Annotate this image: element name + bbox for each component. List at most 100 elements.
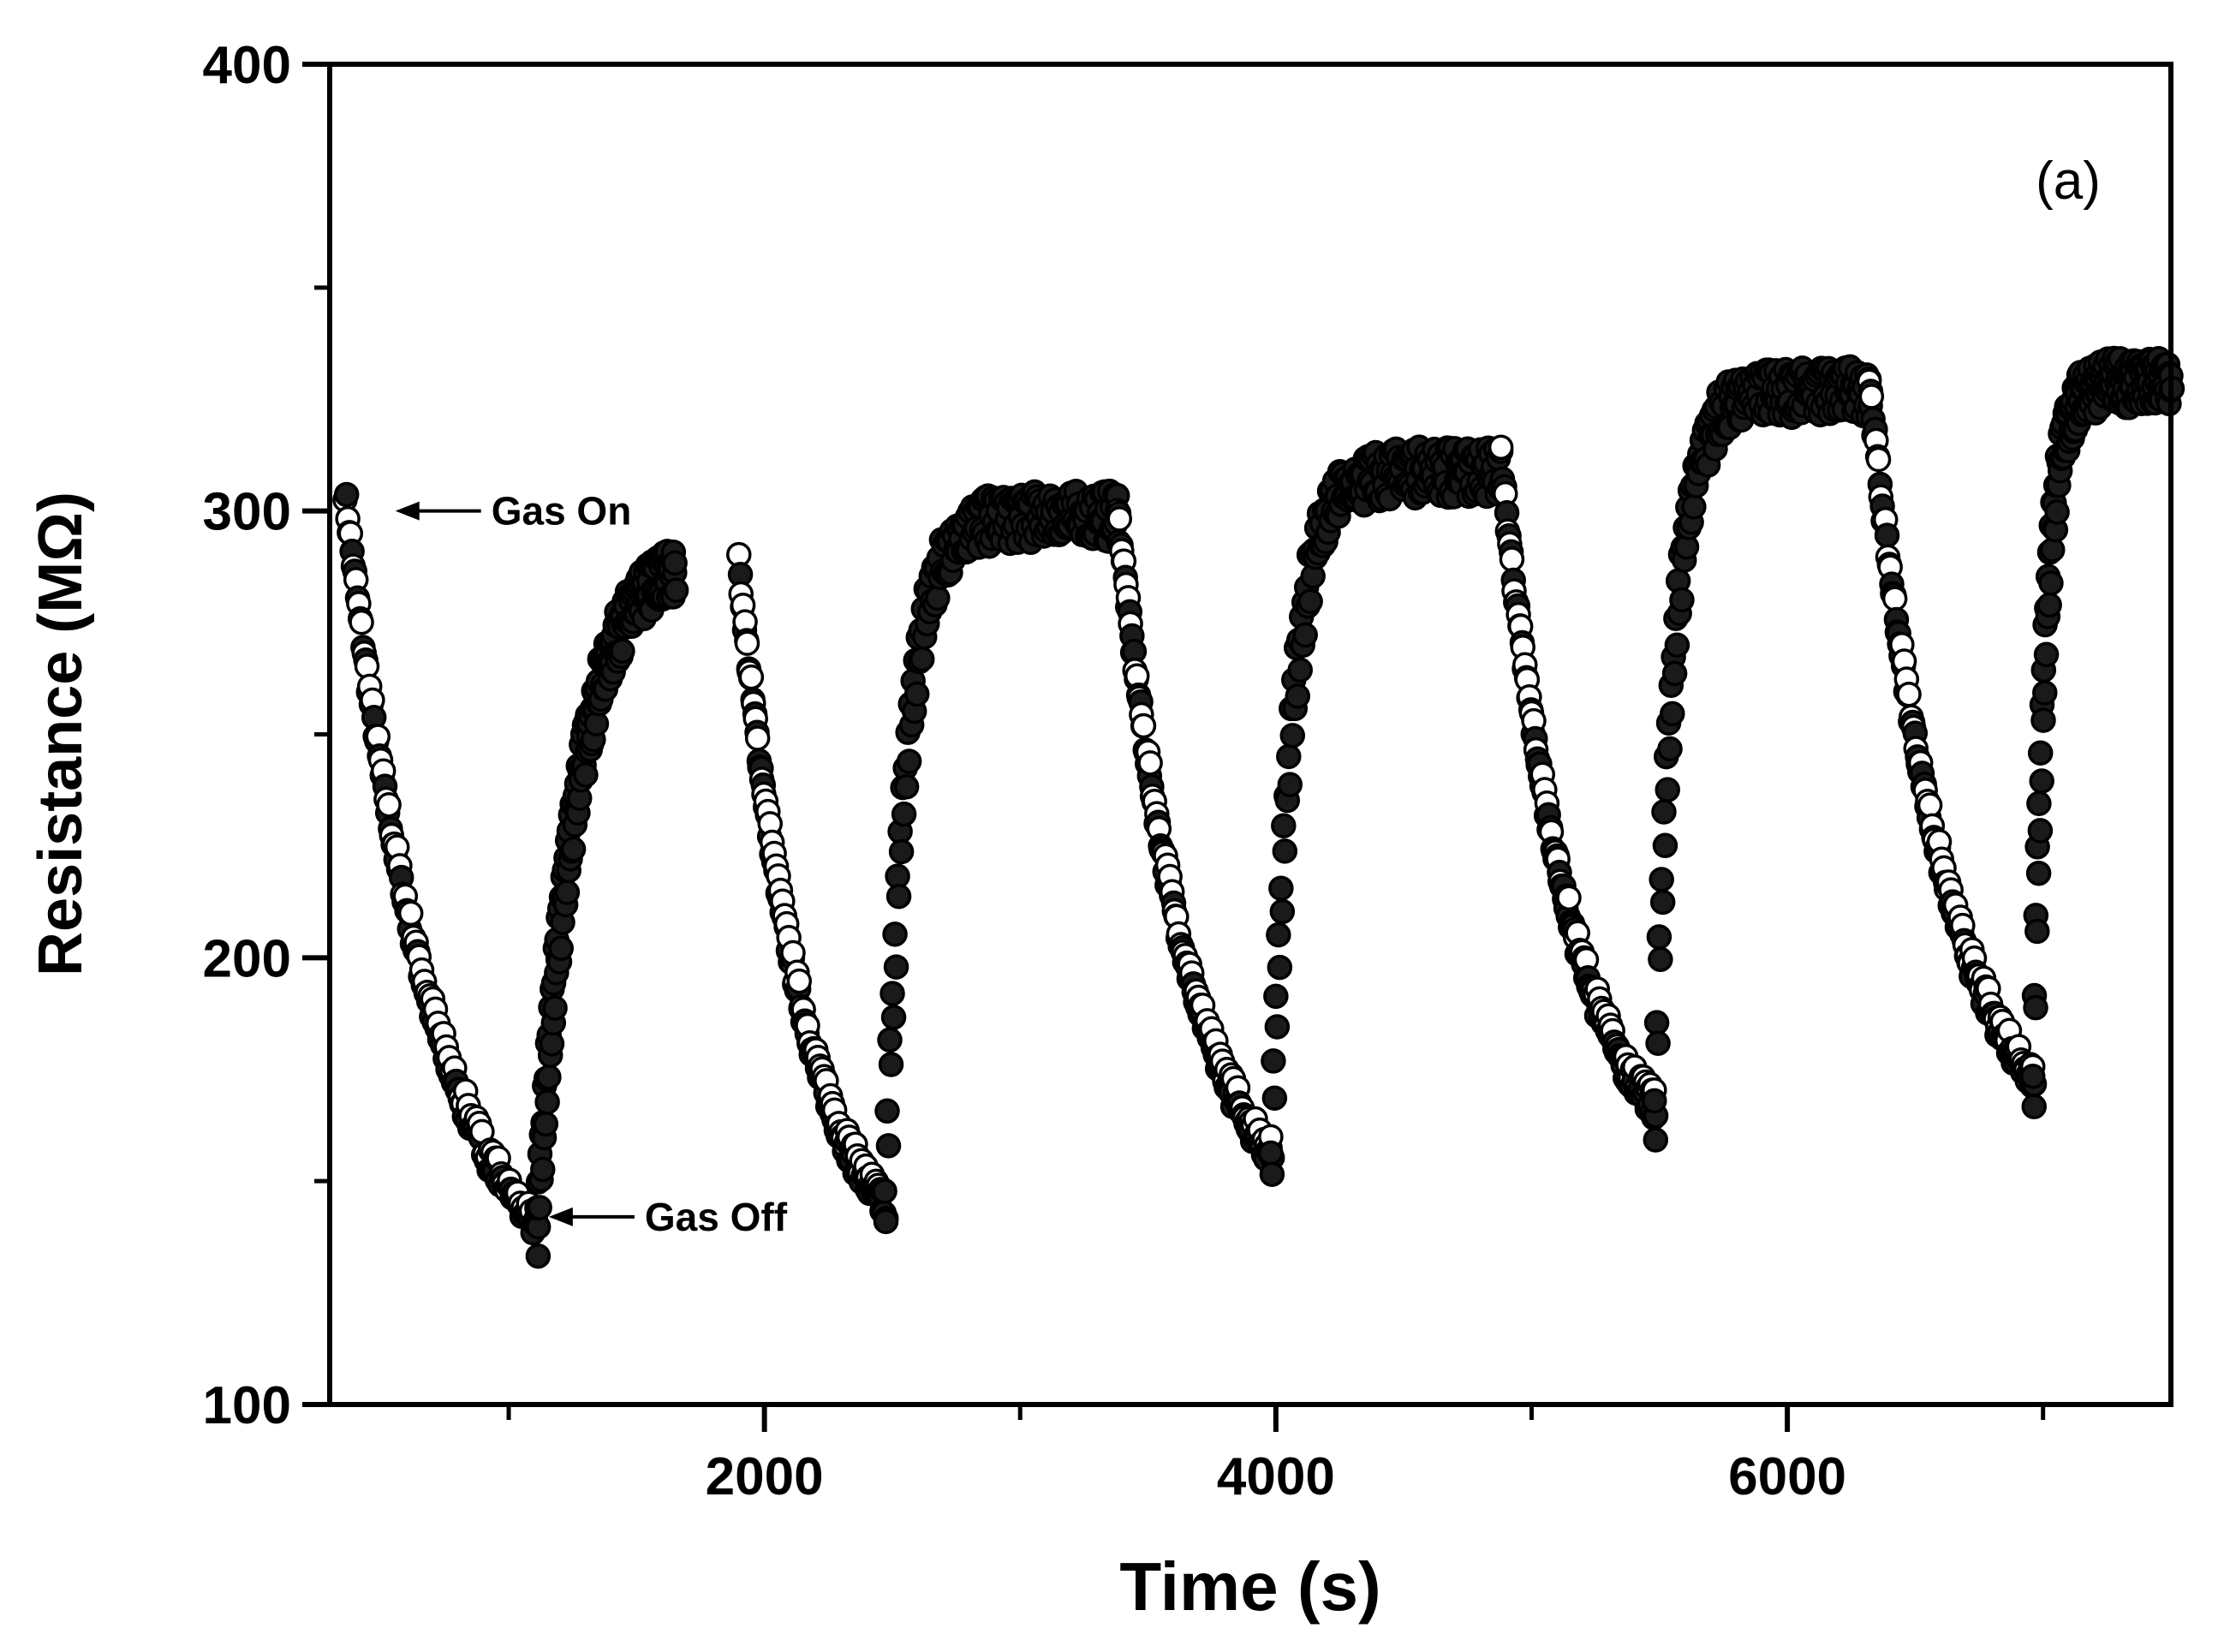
- data-point-813: [1287, 657, 1313, 683]
- data-point-143: [525, 1243, 552, 1269]
- data-point-145: [527, 1195, 552, 1220]
- y-tick-label-400: 400: [203, 36, 291, 95]
- data-point-1129: [1660, 701, 1685, 727]
- data-point-149: [529, 1156, 556, 1183]
- data-point-795: [1264, 1014, 1291, 1040]
- data-point-475: [883, 954, 909, 980]
- data-point-792: [1261, 1048, 1286, 1074]
- data-point-790: [1258, 1140, 1284, 1166]
- data-point-253: [610, 638, 635, 664]
- data-point-1034: [1556, 885, 1582, 911]
- data-layer: [332, 345, 2185, 1269]
- data-point-1439: [2021, 1094, 2047, 1119]
- data-point-205: [573, 762, 599, 788]
- data-point-479: [888, 838, 915, 865]
- data-point-807: [1279, 723, 1306, 748]
- data-point-219: [583, 711, 610, 737]
- gas-on-annotation: Gas On: [492, 489, 632, 534]
- data-point-793: [1261, 1085, 1288, 1111]
- data-point-800: [1271, 813, 1297, 838]
- data-point-336: [738, 664, 765, 690]
- data-point-1463: [2039, 537, 2066, 563]
- data-point-1131: [1661, 660, 1688, 687]
- data-point-1123: [1652, 832, 1678, 859]
- data-point-467: [873, 1208, 899, 1235]
- data-point-189: [560, 836, 587, 862]
- data-point-1118: [1646, 924, 1672, 950]
- data-point-1449: [2029, 768, 2054, 794]
- data-point-972: [1488, 434, 1514, 461]
- x-axis-title: Time (s): [1119, 1548, 1380, 1625]
- data-point-1137: [1669, 587, 1695, 613]
- data-point-982: [1499, 546, 1525, 572]
- data-point-332: [734, 630, 760, 656]
- data-point-1451: [2030, 707, 2056, 733]
- data-point-382: [786, 968, 813, 994]
- data-point-1453: [2032, 680, 2058, 706]
- data-point-1125: [1655, 777, 1680, 802]
- data-point-1127: [1657, 736, 1683, 762]
- data-point-470: [877, 1027, 903, 1053]
- data-point-342: [744, 725, 771, 751]
- data-point-181: [554, 880, 581, 905]
- data-point-473: [880, 1005, 907, 1030]
- data-point-1441: [2023, 994, 2048, 1021]
- data-point-1448: [2027, 740, 2054, 766]
- data-point-165: [542, 995, 568, 1021]
- data-point-466: [872, 1178, 897, 1204]
- data-point-12: [349, 609, 374, 635]
- data-point-1348: [1917, 792, 1943, 818]
- data-point-811: [1285, 683, 1310, 709]
- data-point-794: [1263, 983, 1289, 1010]
- data-point-798: [1268, 875, 1294, 901]
- data-point-468: [874, 1098, 900, 1124]
- data-point-1318: [1881, 586, 1908, 611]
- data-point-1298: [1858, 384, 1885, 409]
- data-point-1116: [1643, 1010, 1670, 1035]
- data-point-672: [1130, 713, 1157, 739]
- x-tick-label-2000: 2000: [706, 1447, 824, 1506]
- data-point-804: [1276, 743, 1302, 770]
- data-point-323: [663, 577, 689, 603]
- data-point-1443: [2024, 918, 2050, 945]
- y-tick-label-300: 300: [203, 483, 291, 542]
- gas-off-annotation: Gas Off: [645, 1195, 788, 1239]
- annotation-layer: Gas On Gas Off: [395, 489, 788, 1239]
- axis-layer: 100 200 300 400 2000 4000 6000: [203, 36, 2046, 1506]
- data-point-1330: [1896, 681, 1922, 707]
- panel-label: (a): [2036, 152, 2101, 211]
- data-point-799: [1269, 898, 1296, 925]
- data-point-507: [925, 585, 951, 611]
- data-point-1: [333, 481, 360, 508]
- data-point-796: [1266, 921, 1291, 948]
- data-point-32: [376, 791, 402, 818]
- data-point-791: [1259, 1161, 1285, 1187]
- data-point-1311: [1874, 522, 1900, 548]
- x-tick-label-4000: 4000: [1217, 1447, 1335, 1506]
- data-point-483: [893, 773, 920, 800]
- data-point-821: [1297, 588, 1323, 615]
- data-point-495: [909, 646, 935, 672]
- data-point-797: [1267, 954, 1293, 981]
- y-tick-label-100: 100: [203, 1376, 291, 1435]
- data-point-650: [1106, 506, 1133, 532]
- data-point-1461: [2038, 570, 2064, 596]
- data-point-161: [539, 1031, 565, 1057]
- data-point-322: [662, 550, 688, 576]
- data-point-481: [891, 801, 917, 827]
- plot-frame: [327, 62, 2173, 1407]
- data-point-1447: [2027, 818, 2054, 844]
- data-point-153: [533, 1111, 559, 1137]
- data-point-1469: [2044, 499, 2070, 525]
- x-tick-label-6000: 6000: [1728, 1447, 1846, 1506]
- data-point-1304: [1865, 446, 1892, 473]
- data-point-491: [903, 681, 930, 707]
- data-point-485: [896, 748, 922, 774]
- data-point-157: [536, 1064, 562, 1090]
- data-point-173: [548, 935, 574, 962]
- data-point-469: [875, 1133, 902, 1159]
- data-point-817: [1292, 622, 1318, 648]
- data-point-801: [1272, 838, 1298, 864]
- data-point-1114: [1642, 1088, 1667, 1114]
